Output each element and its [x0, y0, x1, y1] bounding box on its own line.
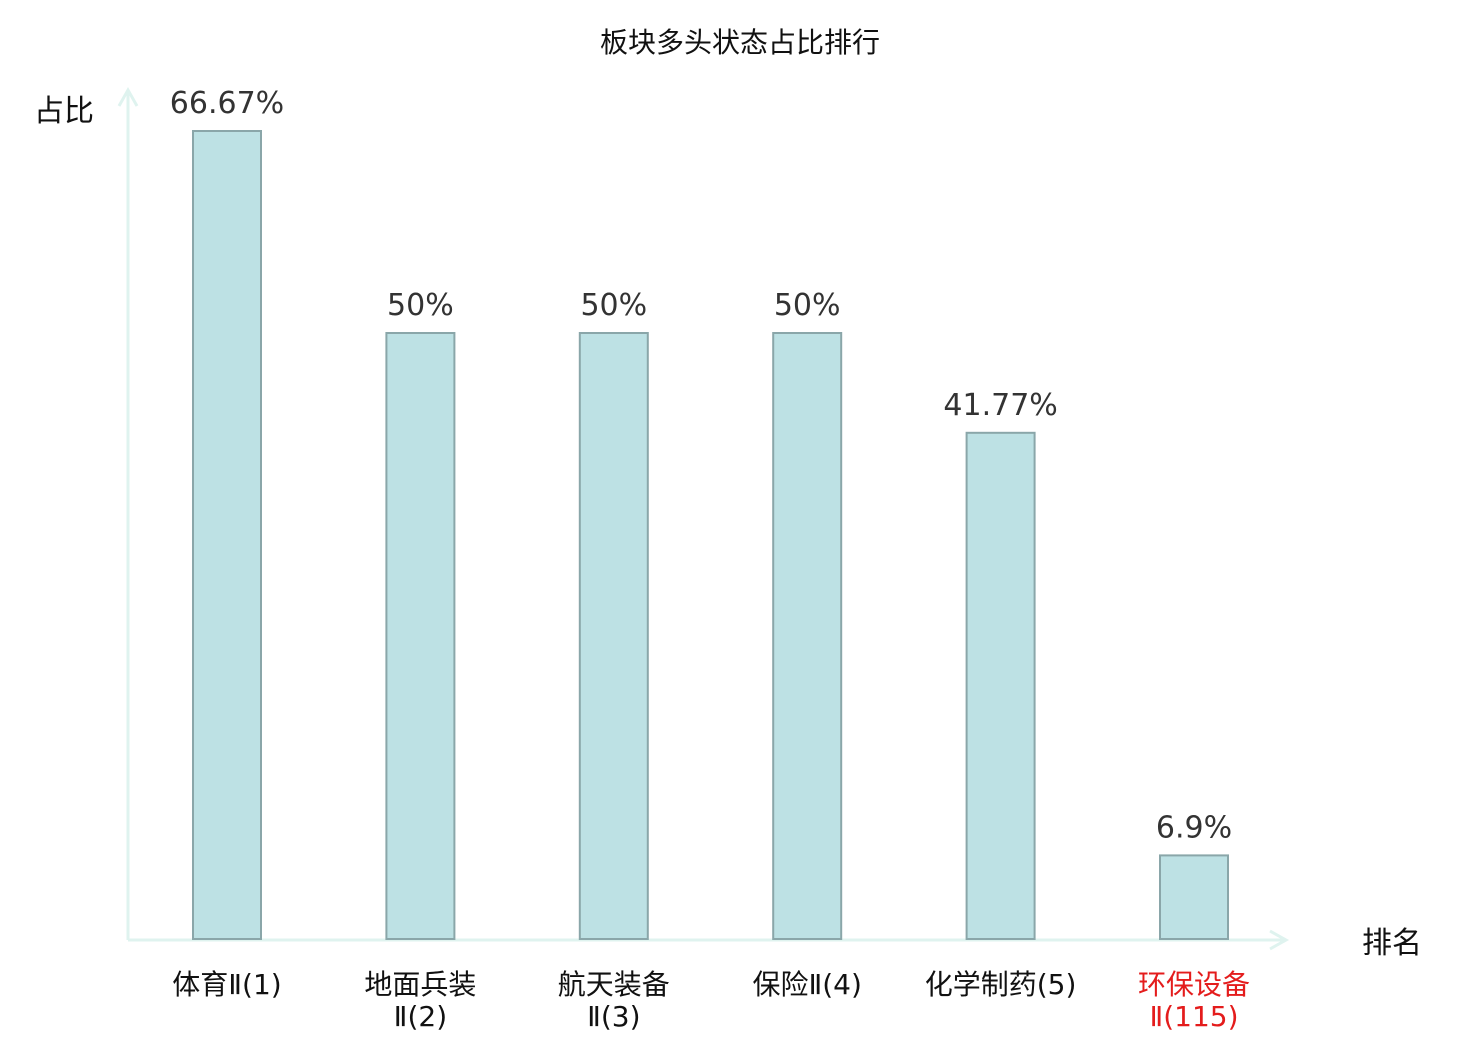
- category-label-3-line-1: 航天装备: [558, 968, 670, 1001]
- bar-3: [578, 332, 649, 940]
- bar-2: [385, 332, 456, 940]
- category-label-3-line-2: Ⅱ(3): [587, 1000, 640, 1033]
- category-label-6-line-2: Ⅱ(115): [1149, 1000, 1238, 1033]
- y-axis-arrow: [117, 86, 139, 107]
- bar-4: [772, 332, 843, 940]
- chart-title: 板块多头状态占比排行: [600, 26, 880, 59]
- category-label-2-line-1: 地面兵装: [364, 968, 476, 1001]
- category-label-6-line-1: 环保设备: [1138, 968, 1250, 1001]
- value-label-2: 50%: [387, 288, 454, 323]
- category-label-5: 化学制药(5): [925, 968, 1077, 1001]
- value-label-4: 50%: [774, 288, 841, 323]
- bar-1: [192, 130, 262, 940]
- value-label-1: 66.67%: [170, 86, 284, 121]
- category-label-4: 保险Ⅱ(4): [752, 968, 861, 1001]
- y-axis-label: 占比: [34, 94, 94, 129]
- bars-group: [192, 130, 1229, 941]
- value-labels-group: 66.67% 50% 50% 50% 41.77% 6.9%: [170, 86, 1232, 845]
- x-axis-arrow: [1269, 929, 1290, 951]
- bar-5: [965, 431, 1036, 940]
- bar-6: [1159, 854, 1229, 941]
- value-label-6: 6.9%: [1156, 810, 1232, 845]
- category-label-1: 体育Ⅱ(1): [172, 968, 281, 1001]
- value-label-3: 50%: [580, 288, 647, 323]
- x-axis-label: 排名: [1362, 926, 1422, 961]
- category-label-2-line-2: Ⅱ(2): [394, 1000, 447, 1033]
- value-label-5: 41.77%: [943, 388, 1057, 423]
